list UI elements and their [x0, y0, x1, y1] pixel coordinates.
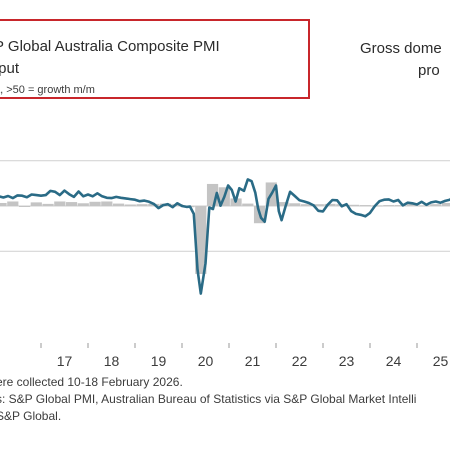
footnote-dates: ere collected 10-18 February 2026. — [0, 375, 183, 389]
legend-box — [0, 19, 310, 99]
gdp-bar-32 — [371, 205, 383, 207]
gdp-bar-1 — [7, 201, 19, 206]
footnote-sources: s: S&P Global PMI, Australian Bureau of … — [0, 392, 417, 406]
gdp-bar-33 — [383, 205, 395, 207]
gdp-bar-2 — [18, 206, 31, 207]
gdp-bar-0 — [0, 202, 7, 206]
x-tick-label-24: 24 — [386, 353, 402, 369]
footnote-copyright: S&P Global. — [0, 409, 62, 423]
gdp-bar-4 — [42, 203, 54, 206]
gdp-bar-7 — [77, 203, 89, 206]
gdp-bar-34 — [394, 205, 407, 207]
right-legend-title-continued: pro — [418, 62, 440, 79]
gdp-bar-5 — [54, 201, 66, 206]
legend-title-continued: tput — [0, 60, 20, 77]
x-tick-label-22: 22 — [292, 353, 308, 369]
gdp-bar-27 — [312, 204, 324, 206]
gdp-bar-3 — [30, 202, 42, 206]
x-tick-label-21: 21 — [245, 353, 261, 369]
gdp-bar-30 — [347, 204, 360, 206]
gdp-bar-21 — [242, 203, 254, 206]
legend-subtitle: a, >50 = growth m/m — [0, 84, 95, 96]
x-tick-label-19: 19 — [151, 353, 167, 369]
x-tick-label-20: 20 — [198, 353, 214, 369]
gdp-bar-28 — [324, 203, 336, 206]
gdp-bar-17 — [195, 206, 207, 274]
gdp-bar-35 — [406, 204, 418, 206]
gdp-bar-12 — [136, 204, 148, 206]
gdp-bar-37 — [430, 204, 442, 206]
gdp-bar-26 — [300, 204, 313, 206]
gdp-bar-6 — [65, 202, 78, 206]
x-tick-label-25: 25 — [433, 353, 449, 369]
right-legend-title: Gross dome — [360, 40, 442, 57]
gdp-bar-38 — [441, 202, 450, 206]
gdp-bar-10 — [112, 203, 125, 206]
x-tick-label-23: 23 — [339, 353, 355, 369]
gdp-bar-8 — [89, 201, 101, 206]
gdp-bar-11 — [124, 204, 136, 206]
gdp-bar-24 — [277, 202, 289, 206]
gdp-bar-9 — [101, 201, 113, 206]
gdp-bar-15 — [171, 204, 183, 206]
pmi-line — [0, 178, 450, 295]
pmi-line-series — [0, 178, 450, 295]
x-axis-ticks: 17 18 19 20 21 22 23 24 25 — [40, 343, 449, 369]
x-tick-label-17: 17 — [57, 353, 73, 369]
gdp-bar-18 — [206, 183, 219, 206]
legend-title: P Global Australia Composite PMI — [0, 38, 220, 55]
gdp-bar-25 — [289, 203, 301, 206]
gdp-bar-31 — [359, 205, 371, 207]
gdp-bar-36 — [418, 205, 430, 207]
x-tick-label-18: 18 — [104, 353, 120, 369]
